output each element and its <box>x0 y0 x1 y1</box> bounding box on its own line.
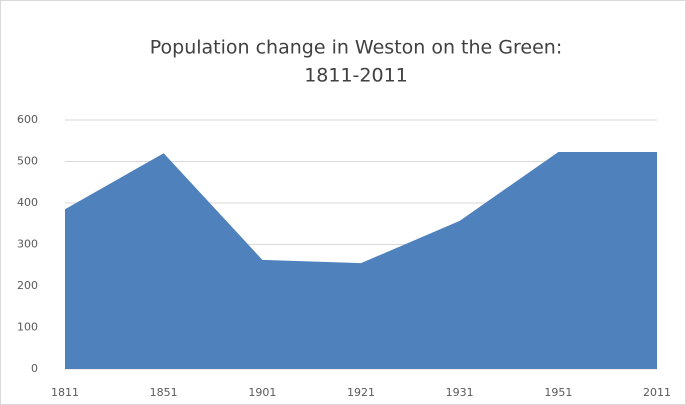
chart-title: Population change in Weston on the Green… <box>150 37 562 59</box>
y-tick-label: 0 <box>31 362 38 375</box>
y-tick-label: 500 <box>17 155 38 168</box>
y-tick-label: 400 <box>17 196 38 209</box>
x-tick-label: 1921 <box>347 386 375 399</box>
x-tick-label: 1901 <box>248 386 276 399</box>
x-tick-label: 2011 <box>643 386 671 399</box>
area <box>65 151 657 369</box>
x-tick-label: 1851 <box>150 386 178 399</box>
y-tick-label: 200 <box>17 279 38 292</box>
y-tick-label: 300 <box>17 238 38 251</box>
x-tick-label: 1951 <box>544 386 572 399</box>
x-tick-label: 1931 <box>446 386 474 399</box>
x-tick-label: 1811 <box>51 386 79 399</box>
chart-title: 1811-2011 <box>304 65 408 87</box>
y-tick-label: 100 <box>17 321 38 334</box>
y-tick-label: 600 <box>17 113 38 126</box>
